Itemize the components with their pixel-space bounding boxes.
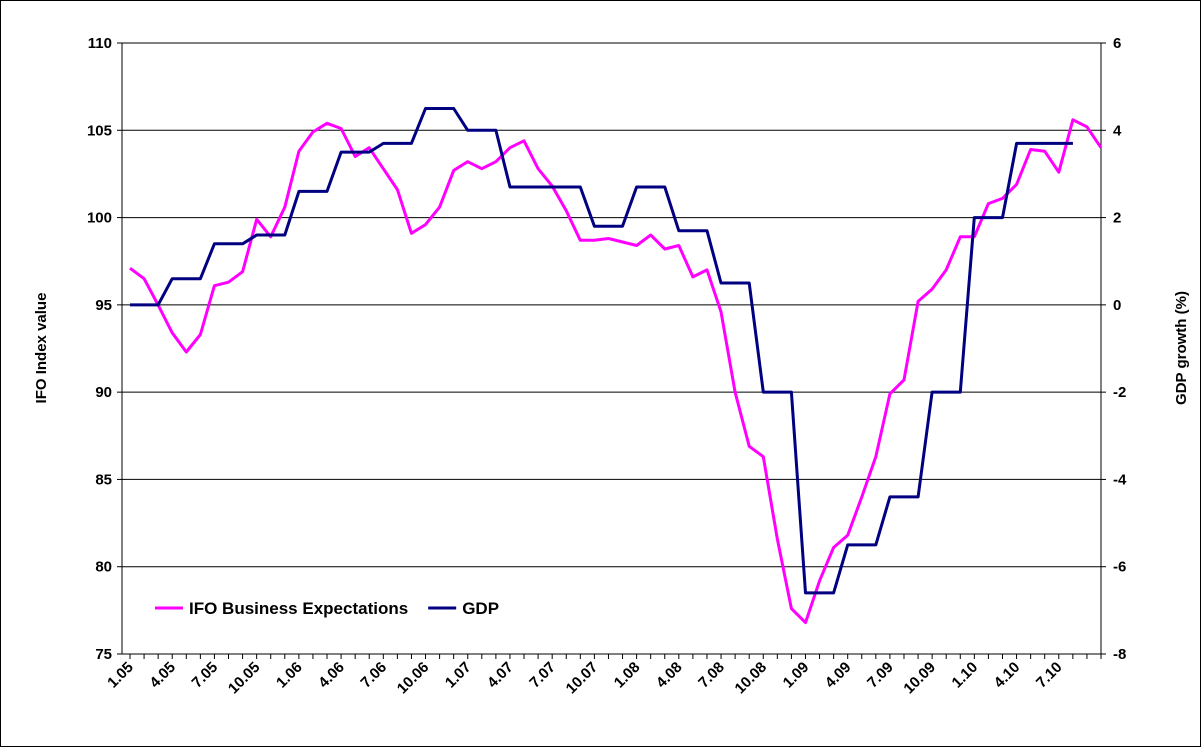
y-tick-label: 85 bbox=[95, 471, 112, 488]
y-tick-label: 90 bbox=[95, 384, 112, 401]
y-tick-label: 75 bbox=[95, 646, 112, 663]
series-line bbox=[129, 118, 1103, 625]
y2-axis-title: GDP growth (%) bbox=[1173, 291, 1190, 405]
legend-label: IFO Business Expectations bbox=[189, 599, 408, 618]
y2-tick-label: -4 bbox=[1113, 471, 1127, 488]
y-tick-label: 110 bbox=[88, 35, 112, 52]
y2-tick-label: 0 bbox=[1113, 297, 1121, 314]
series-line bbox=[130, 107, 1073, 595]
y-tick-label: 100 bbox=[87, 210, 112, 227]
y-tick-label: 105 bbox=[87, 122, 112, 139]
y2-tick-label: -6 bbox=[1113, 559, 1126, 576]
y-tick-label: 95 bbox=[95, 297, 112, 314]
y2-tick-label: -8 bbox=[1113, 646, 1126, 663]
legend-label: GDP bbox=[462, 599, 499, 618]
y-tick-label: 80 bbox=[95, 559, 112, 576]
y2-tick-label: 2 bbox=[1113, 210, 1121, 227]
y2-tick-label: 6 bbox=[1113, 35, 1121, 52]
y2-tick-label: 4 bbox=[1113, 122, 1122, 139]
y-axis-title: IFO Index value bbox=[33, 293, 50, 404]
y2-tick-label: -2 bbox=[1113, 384, 1126, 401]
